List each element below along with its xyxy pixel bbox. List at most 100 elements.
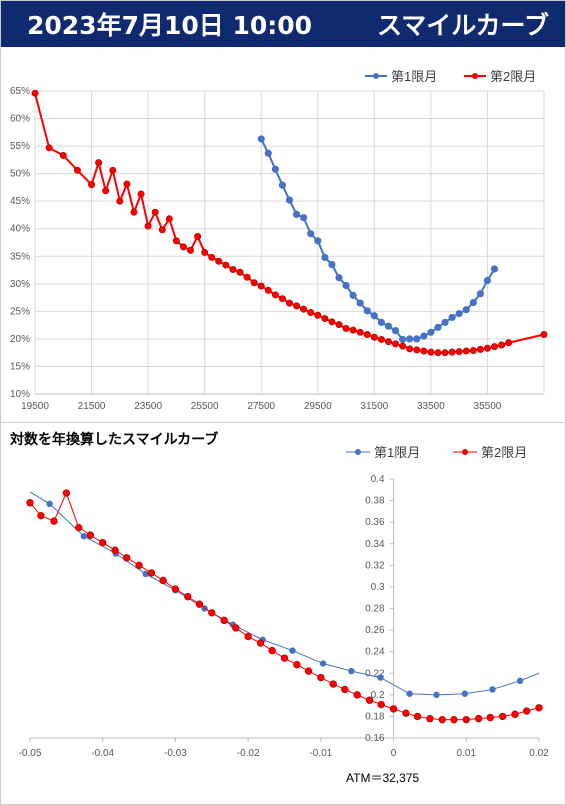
data-point [413, 335, 421, 343]
data-point [102, 187, 110, 195]
y-tick-label: 0.16 [365, 733, 385, 744]
data-point [130, 208, 138, 216]
data-point [268, 646, 276, 655]
data-point [171, 585, 180, 593]
data-point [278, 295, 286, 303]
y-tick-label: 60% [10, 114, 30, 125]
series-line-2 [29, 491, 540, 721]
data-point [413, 346, 421, 354]
x-tick-label: 0 [391, 748, 397, 759]
x-tick-label: 33500 [417, 401, 445, 412]
title-banner: 2023年7月10日 10:00 スマイルカーブ [1, 1, 565, 47]
data-point [45, 144, 53, 152]
data-point [31, 89, 39, 97]
data-point [450, 715, 458, 724]
data-point [489, 686, 496, 693]
y-tick-label: 0.24 [365, 647, 385, 658]
y-tick-label: 0.36 [365, 517, 385, 528]
data-point [271, 165, 279, 173]
data-point [406, 335, 414, 343]
data-point [328, 260, 336, 269]
legend-label: 第1限月 [391, 69, 437, 84]
data-point [498, 341, 506, 349]
data-point [229, 265, 237, 273]
section-divider [1, 422, 565, 423]
data-point [220, 616, 228, 625]
y-tick-label: 0.22 [365, 668, 385, 679]
data-point [342, 324, 350, 332]
data-point [353, 691, 361, 699]
data-point [215, 257, 223, 265]
data-point [476, 290, 484, 298]
data-point [292, 210, 301, 219]
data-point [307, 230, 315, 238]
data-point [370, 333, 378, 341]
data-point [201, 248, 209, 256]
data-point [144, 222, 152, 230]
data-point [319, 660, 327, 667]
x-tick-label: -0.03 [164, 748, 187, 759]
data-point [99, 538, 107, 547]
data-point [95, 159, 103, 167]
data-point [236, 268, 244, 276]
data-point [116, 197, 124, 205]
data-point [370, 312, 378, 320]
data-point [123, 554, 131, 562]
x-tick-label: -0.02 [237, 748, 260, 759]
data-point [256, 639, 265, 647]
data-point [363, 307, 371, 315]
data-point [461, 690, 469, 697]
data-point [426, 714, 434, 723]
data-point [293, 302, 301, 310]
legend-label: 第2限月 [481, 445, 527, 460]
data-point [441, 318, 449, 326]
data-point [257, 135, 265, 143]
data-point [111, 546, 119, 554]
data-point [151, 208, 159, 216]
data-point [363, 331, 371, 339]
x-tick-label: 23500 [134, 401, 162, 412]
data-point [293, 660, 301, 669]
data-point [392, 340, 400, 348]
data-point [159, 576, 167, 585]
data-point [540, 331, 548, 339]
x-tick-label: 31500 [360, 401, 388, 412]
y-tick-label: 15% [10, 361, 30, 372]
data-point [37, 511, 45, 520]
banner-title: スマイルカーブ [377, 11, 550, 40]
data-point [244, 632, 252, 641]
data-point [434, 323, 442, 331]
data-point [50, 517, 58, 525]
data-point [73, 166, 81, 174]
data-point [433, 691, 440, 699]
data-point [300, 214, 308, 222]
data-point [62, 489, 71, 497]
data-point [427, 348, 435, 356]
legend-marker [472, 73, 478, 79]
data-point [511, 710, 519, 718]
y-tick-label: 55% [10, 141, 30, 152]
y-tick-label: 0.26 [365, 625, 385, 636]
data-point [377, 318, 386, 326]
y-tick-label: 0.34 [365, 539, 385, 550]
legend-marker [373, 73, 379, 79]
data-point [271, 291, 279, 299]
data-point [250, 279, 258, 287]
data-point [341, 685, 349, 694]
x-tick-label: -0.05 [19, 748, 42, 759]
data-point [406, 345, 414, 353]
data-point [317, 673, 325, 682]
data-point [304, 667, 313, 675]
data-point [516, 677, 524, 685]
data-point [438, 715, 446, 724]
x-tick-label: 19500 [21, 401, 49, 412]
data-point [448, 348, 456, 356]
atm-annotation: ATM＝32,375 [346, 771, 419, 785]
data-point [349, 291, 357, 299]
data-point [321, 253, 329, 261]
data-point [335, 274, 343, 282]
data-point [483, 276, 492, 285]
data-point [491, 343, 499, 351]
